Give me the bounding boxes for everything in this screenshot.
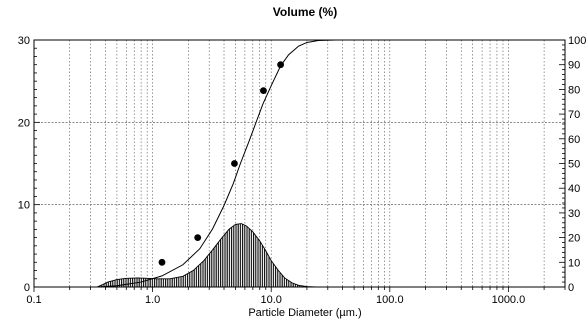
right-y-tick-label: 30 [568,208,580,220]
right-y-tick-label: 70 [568,109,580,121]
chart-title: Volume (%) [273,5,337,19]
right-y-tick-label: 50 [568,159,580,171]
left-y-tick-label: 20 [18,117,30,129]
cumulative-line-series [96,39,565,288]
cumulative-point [158,258,166,266]
right-y-tick-label: 100 [568,35,586,47]
x-tick-label: 1000.0 [492,294,526,306]
left-y-tick-label: 30 [18,35,30,47]
left-y-tick-label: 0 [24,282,30,294]
cumulative-point [260,87,267,95]
cumulative-markers [158,61,284,266]
left-y-tick-label: 10 [18,200,30,212]
plot-border [33,39,566,288]
x-tick-label: 100.0 [376,294,404,306]
frequency-area-series [96,223,325,288]
cumulative-point [277,61,284,69]
x-tick-label: 0.1 [26,294,41,306]
right-y-tick-label: 80 [568,84,580,96]
right-y-tick-label: 40 [568,183,580,195]
cumulative-point [231,160,238,167]
cumulative-point [194,234,202,242]
grid [33,40,566,287]
right-y-tick-label: 0 [568,282,574,294]
x-tick-label: 1.0 [145,294,160,306]
right-y-tick-label: 90 [568,60,580,72]
x-axis-title: Particle Diameter (µm.) [248,307,361,319]
frequency-area [96,223,325,288]
right-y-axis: 0 10 20 30 40 50 60 70 80 90 100 [559,35,586,294]
plot-frame [33,39,566,288]
right-y-tick-label: 10 [568,257,580,269]
right-y-tick-label: 60 [568,134,580,146]
x-tick-label: 10.0 [260,294,281,306]
cumulative-line [96,39,565,288]
x-axis: 0.1 1.0 10.0 100.0 1000.0 [26,287,566,306]
right-y-tick-label: 20 [568,233,580,245]
left-y-axis: 0 10 20 30 [18,35,40,294]
